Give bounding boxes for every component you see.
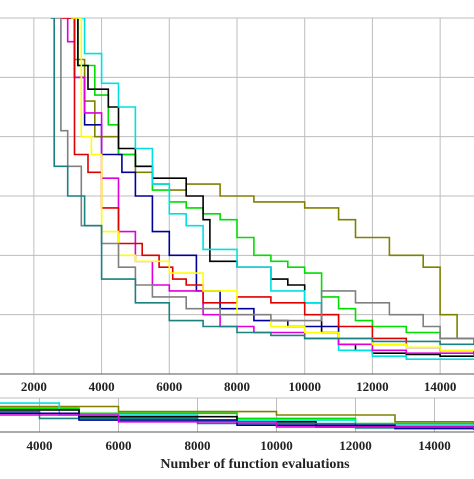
series-line-9 [50,18,474,342]
series-line-1 [71,18,474,345]
series-line-8 [71,18,474,352]
series-line-3 [71,18,474,357]
x-axis-title: Number of function evaluations [160,457,350,472]
x-tick-label: 10000 [260,438,293,453]
x-tick-label: 10000 [288,379,321,394]
panel-2: 4000 6000 8000 10000 12000 14000 Number of fun… [0,397,474,472]
x-tick-label: 6000 [106,438,132,453]
x-tick-label: 8000 [224,379,250,394]
x-tick-label: 8000 [185,438,211,453]
series-line-2 [67,18,474,345]
series-line-4 [77,18,474,360]
series-line-7 [0,414,474,431]
x-tick-label: 14000 [418,438,451,453]
series-line-6 [60,18,474,357]
series-group [0,402,474,431]
x-tick-label: 12000 [356,379,389,394]
x-tick-label: 4000 [89,379,115,394]
x-tick-label: 14000 [424,379,457,394]
panel-1: 2000 4000 6000 8000 10000 12000 14000 [0,17,474,394]
series-group [50,18,474,360]
series-line-10 [50,18,474,346]
x-tick-label: 12000 [339,438,372,453]
series-line-1 [0,405,474,427]
series-line-7 [60,18,474,354]
x-tick-label: 2000 [21,379,47,394]
x-tick-label: 4000 [27,438,53,453]
x-tick-label: 6000 [156,379,182,394]
